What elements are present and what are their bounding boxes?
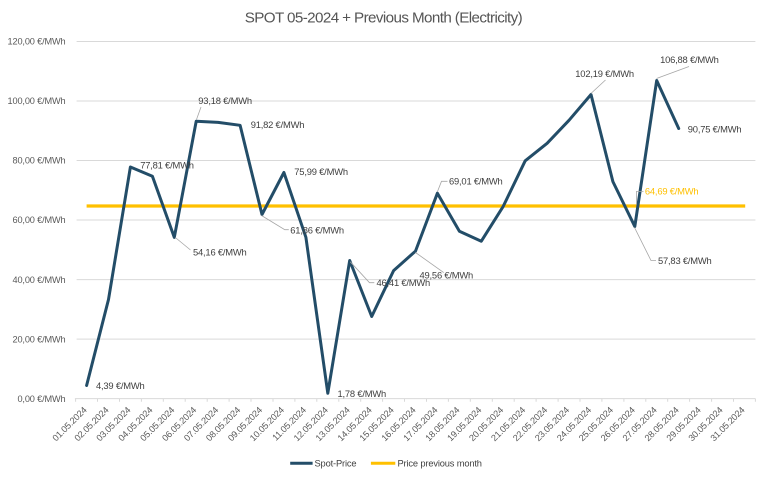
svg-text:1,78 €/MWh: 1,78 €/MWh xyxy=(338,388,387,399)
svg-text:20,00 €/MWh: 20,00 €/MWh xyxy=(13,334,66,344)
svg-text:57,83 €/MWh: 57,83 €/MWh xyxy=(658,255,712,266)
svg-text:64,69 €/MWh: 64,69 €/MWh xyxy=(645,186,699,197)
svg-text:61,86 €/MWh: 61,86 €/MWh xyxy=(290,225,344,236)
svg-text:49,56 €/MWh: 49,56 €/MWh xyxy=(420,270,474,281)
svg-text:60,00 €/MWh: 60,00 €/MWh xyxy=(13,215,66,225)
svg-text:0,00 €/MWh: 0,00 €/MWh xyxy=(17,394,65,404)
svg-text:90,75 €/MWh: 90,75 €/MWh xyxy=(688,124,742,135)
svg-text:93,18 €/MWh: 93,18 €/MWh xyxy=(198,95,252,106)
svg-text:SPOT 05-2024 + Previous Month: SPOT 05-2024 + Previous Month (Electrici… xyxy=(245,9,523,26)
svg-text:54,16 €/MWh: 54,16 €/MWh xyxy=(193,246,247,257)
svg-text:40,00 €/MWh: 40,00 €/MWh xyxy=(13,275,66,285)
svg-text:75,99 €/MWh: 75,99 €/MWh xyxy=(294,166,348,177)
svg-text:46,41 €/MWh: 46,41 €/MWh xyxy=(377,277,431,288)
svg-text:Spot-Price: Spot-Price xyxy=(315,459,357,469)
svg-text:100,00 €/MWh: 100,00 €/MWh xyxy=(8,96,66,106)
svg-text:4,39 €/MWh: 4,39 €/MWh xyxy=(96,380,145,391)
svg-text:69,01 €/MWh: 69,01 €/MWh xyxy=(449,176,503,187)
svg-text:106,88 €/MWh: 106,88 €/MWh xyxy=(660,54,719,65)
svg-text:120,00 €/MWh: 120,00 €/MWh xyxy=(8,37,66,47)
svg-text:91,82 €/MWh: 91,82 €/MWh xyxy=(251,119,305,130)
svg-text:80,00 €/MWh: 80,00 €/MWh xyxy=(13,156,66,166)
svg-text:77,81 €/MWh: 77,81 €/MWh xyxy=(140,160,194,171)
svg-text:102,19 €/MWh: 102,19 €/MWh xyxy=(575,68,634,79)
svg-text:Price previous month: Price previous month xyxy=(398,459,482,469)
